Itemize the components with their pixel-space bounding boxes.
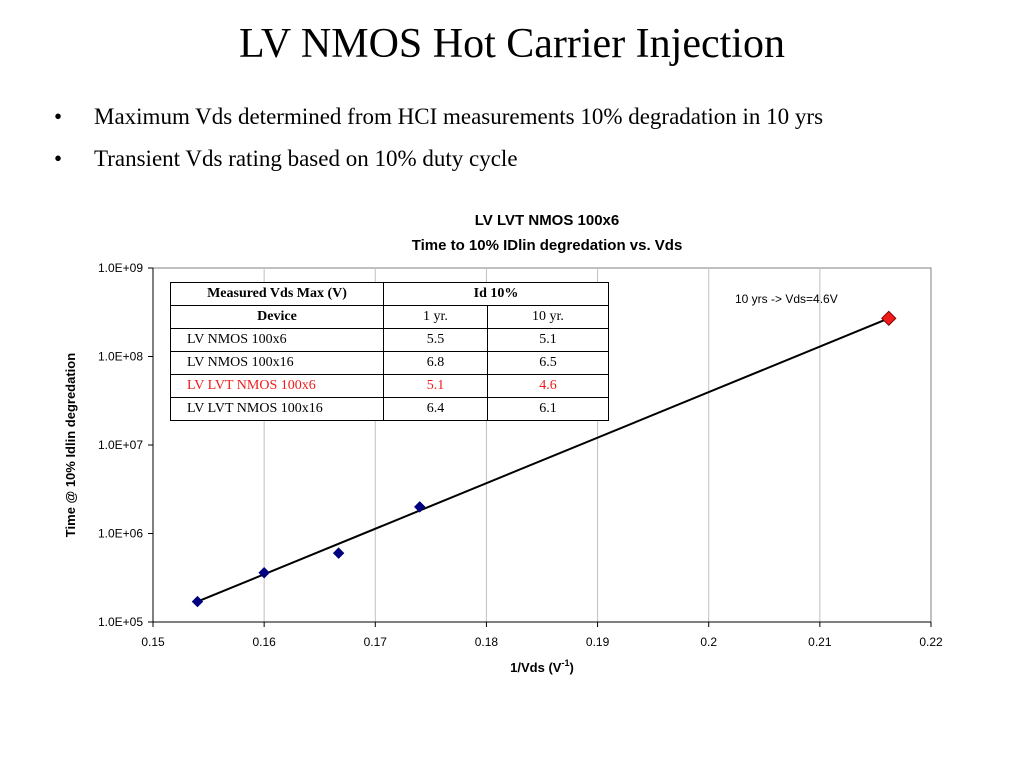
- x-tick-label: 0.22: [919, 635, 943, 649]
- table-subheader-cell: 1 yr.: [383, 305, 488, 329]
- table-subheader-row: Device 1 yr. 10 yr.: [170, 305, 609, 329]
- table-cell-1yr: 6.4: [383, 397, 488, 421]
- table-cell-10yr: 6.1: [487, 397, 609, 421]
- table-header-cell: Id 10%: [383, 282, 609, 306]
- x-tick-label: 0.15: [141, 635, 165, 649]
- table-row: LV NMOS 100x16 6.8 6.5: [170, 351, 609, 375]
- table-cell-1yr: 5.5: [383, 328, 488, 352]
- trendline: [197, 317, 890, 603]
- table-cell-1yr: 6.8: [383, 351, 488, 375]
- table-cell-device: LV LVT NMOS 100x16: [170, 397, 384, 421]
- table-cell-1yr: 5.1: [383, 374, 488, 398]
- highlight-point: [881, 310, 897, 327]
- table-cell-device: LV LVT NMOS 100x6: [170, 374, 384, 398]
- table-subheader-cell: 10 yr.: [487, 305, 609, 329]
- x-tick-label: 0.19: [586, 635, 610, 649]
- data-point: [332, 547, 345, 559]
- vds-max-table: Measured Vds Max (V) Id 10% Device 1 yr.…: [170, 282, 609, 421]
- y-tick-label: 1.0E+08: [98, 350, 143, 364]
- data-point: [191, 595, 204, 608]
- x-tick-label: 0.2: [700, 635, 717, 649]
- x-tick-label: 0.18: [475, 635, 499, 649]
- data-point: [258, 567, 270, 579]
- table-header-cell: Measured Vds Max (V): [170, 282, 384, 306]
- bullet-list: • Maximum Vds determined from HCI measur…: [54, 96, 1014, 180]
- data-points: [191, 310, 897, 608]
- y-tick-label: 1.0E+06: [98, 527, 143, 541]
- annotation-label: 10 yrs -> Vds=4.6V: [735, 292, 838, 306]
- table-subheader-cell: Device: [170, 305, 384, 329]
- y-tick-label: 1.0E+07: [98, 438, 143, 452]
- chart-subtitle: Time to 10% IDlin degredation vs. Vds: [412, 237, 683, 254]
- x-tick-label: 0.16: [252, 635, 276, 649]
- table-cell-10yr: 5.1: [487, 328, 609, 352]
- table-row-highlighted: LV LVT NMOS 100x6 5.1 4.6: [170, 374, 609, 398]
- x-tick-label: 0.17: [364, 635, 388, 649]
- chart-title: LV LVT NMOS 100x6: [475, 212, 620, 229]
- table-header-row: Measured Vds Max (V) Id 10%: [170, 282, 609, 306]
- table-cell-device: LV NMOS 100x6: [170, 328, 384, 352]
- x-tick-label: 0.21: [808, 635, 832, 649]
- bullet-glyph: •: [54, 146, 63, 171]
- table-cell-10yr: 4.6: [487, 374, 609, 398]
- table-cell-10yr: 6.5: [487, 351, 609, 375]
- x-axis-label-main: 1/Vds (V: [510, 660, 562, 675]
- y-tick-label: 1.0E+09: [98, 261, 143, 275]
- x-axis-label-end: ): [569, 660, 573, 675]
- table-row: LV LVT NMOS 100x16 6.4 6.1: [170, 397, 609, 421]
- x-axis-label-superscript: -1: [561, 658, 569, 668]
- bullet-text: Maximum Vds determined from HCI measurem…: [94, 104, 824, 129]
- trendline-group: [197, 317, 890, 603]
- bullet-glyph: •: [54, 104, 63, 129]
- x-axis-label: 1/Vds (V-1): [510, 658, 574, 675]
- data-point: [414, 501, 426, 513]
- y-tick-label: 1.0E+05: [98, 615, 143, 629]
- bullet-text: Transient Vds rating based on 10% duty c…: [94, 146, 518, 171]
- slide-title: LV NMOS Hot Carrier Injection: [239, 21, 785, 67]
- table-row: LV NMOS 100x6 5.5 5.1: [170, 328, 609, 352]
- bullet-item: • Transient Vds rating based on 10% duty…: [54, 138, 1014, 180]
- bullet-item: • Maximum Vds determined from HCI measur…: [54, 96, 1014, 138]
- table-cell-device: LV NMOS 100x16: [170, 351, 384, 375]
- axis-ticks: 0.15 0.16 0.17 0.18 0.19 0.2 0.21 0.22 1.0E+05 1.…: [98, 261, 943, 649]
- y-axis-label: Time @ 10% Idlin degredation: [63, 353, 78, 537]
